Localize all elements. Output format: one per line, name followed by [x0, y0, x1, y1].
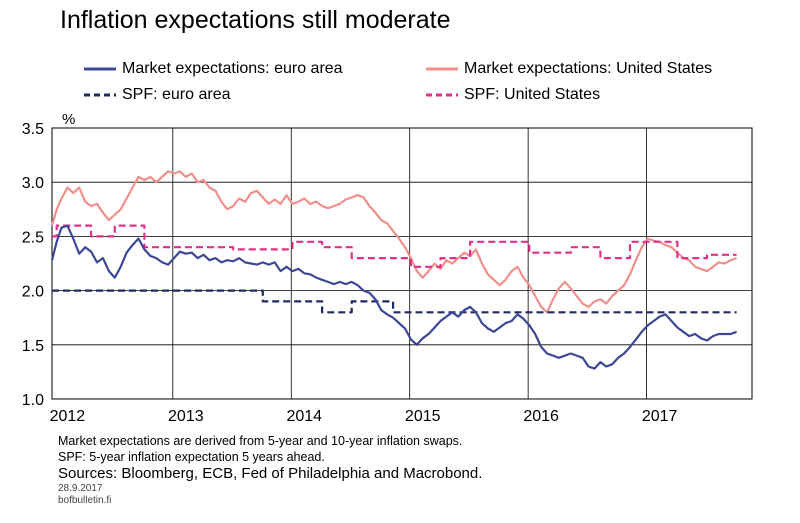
x-tick-label: 2015	[405, 408, 441, 425]
note-line-2: SPF: 5-year inflation expectation 5 year…	[58, 450, 325, 464]
series-spf-euro-line	[52, 289, 737, 314]
x-tick-label: 2013	[168, 408, 204, 425]
series-market-us-line	[50, 170, 737, 314]
y-tick-label: 3.0	[22, 175, 44, 192]
y-axis-unit: %	[62, 111, 75, 128]
chart-title: Inflation expectations still moderate	[60, 6, 451, 34]
legend-item-spf-euro: SPF: euro area	[82, 86, 231, 104]
legend-label-spf-us: SPF: United States	[464, 86, 601, 103]
legend-swatch-spf-euro	[84, 93, 116, 97]
legend-swatch-spf-us	[426, 93, 458, 97]
chart-notes: Market expectations are derived from 5-y…	[58, 433, 482, 507]
publish-date: 28.9.2017	[58, 483, 103, 494]
legend-label-market-euro: Market expectations: euro area	[122, 60, 343, 77]
legend-swatch-market-euro	[84, 67, 116, 71]
legend-item-market-euro: Market expectations: euro area	[82, 60, 343, 78]
site-name: bofbulletin.fi	[58, 495, 112, 506]
line-chart: 1.0 1.5 2.0 2.5 3.0 3.5% 2012 2013 2014 2015 2016 2…	[22, 111, 753, 425]
series-market-euro-line	[50, 224, 737, 370]
chart-legend: Market expectations: euro area Market ex…	[0, 0, 800, 120]
y-tick-label: 2.0	[22, 284, 44, 301]
legend-swatch-market-us	[426, 67, 458, 71]
legend-item-spf-us: SPF: United States	[424, 86, 600, 104]
y-tick-label: 1.5	[22, 338, 44, 355]
legend-label-market-us: Market expectations: United States	[464, 60, 713, 77]
series-spf-us-line	[52, 224, 737, 268]
legend-item-market-us: Market expectations: United States	[424, 60, 712, 78]
x-tick-label: 2012	[50, 408, 86, 425]
y-tick-label: 3.5	[22, 121, 44, 138]
note-line-1: Market expectations are derived from 5-y…	[58, 434, 463, 448]
sources-note: Sources: Bloomberg, ECB, Fed of Philadel…	[58, 465, 483, 482]
y-tick-label: 1.0	[22, 392, 44, 409]
y-tick-label: 2.5	[22, 229, 44, 246]
plot-frame	[51, 127, 753, 400]
legend-label-spf-euro: SPF: euro area	[122, 86, 231, 103]
x-tick-label: 2016	[523, 408, 559, 425]
x-tick-label: 2017	[642, 408, 678, 425]
x-tick-label: 2014	[286, 408, 322, 425]
